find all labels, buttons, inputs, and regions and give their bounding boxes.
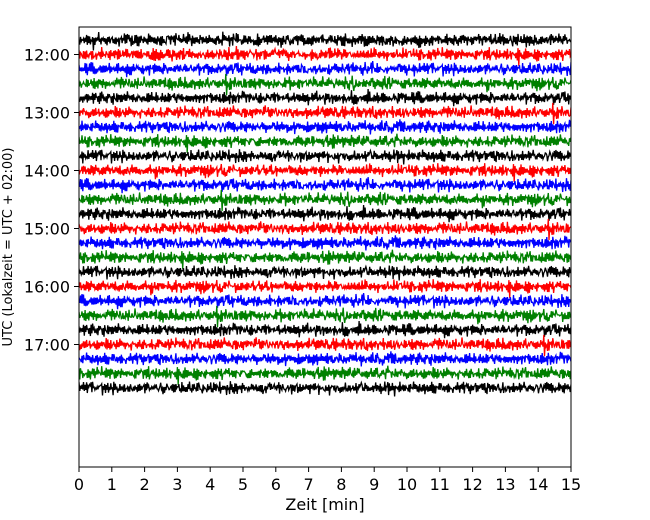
y-axis: 12:00 13:00 14:00 15:00 16:00 17:00 [24, 46, 79, 355]
trace-line [79, 189, 571, 212]
trace-line [79, 46, 571, 66]
seismic-traces [79, 31, 571, 397]
trace-line [79, 264, 571, 281]
trace-line [79, 365, 571, 385]
x-tick-label: 6 [271, 475, 281, 494]
x-tick-label: 10 [397, 475, 417, 494]
trace-line [79, 235, 571, 251]
trace-line [79, 102, 571, 125]
trace-line [79, 249, 571, 269]
x-tick-label: 9 [369, 475, 379, 494]
trace-line [79, 334, 571, 357]
x-axis-label: Zeit [min] [285, 495, 364, 514]
trace-line [79, 218, 571, 241]
x-tick-label: 2 [140, 475, 150, 494]
trace-line [79, 148, 571, 165]
trace-line [79, 279, 571, 298]
y-tick-label: 14:00 [24, 162, 70, 181]
trace-line [79, 61, 571, 78]
y-tick-label: 15:00 [24, 220, 70, 239]
trace-line [79, 305, 571, 328]
trace-line [79, 163, 571, 182]
trace-line [79, 31, 571, 51]
trace-line [79, 73, 571, 96]
plot-frame [78, 26, 572, 468]
plot-background [79, 27, 571, 467]
x-tick-label: 12 [462, 475, 482, 494]
trace-line [79, 204, 571, 223]
trace-line [79, 380, 571, 397]
y-tick-label: 17:00 [24, 336, 70, 355]
trace-line [79, 177, 571, 194]
x-tick-label: 8 [336, 475, 346, 494]
x-tick-label: 7 [304, 475, 314, 494]
y-tick-label: 13:00 [24, 104, 70, 123]
x-tick-label: 3 [172, 475, 182, 494]
trace-line [79, 351, 571, 367]
x-tick-label: 0 [74, 475, 84, 494]
trace-line [79, 293, 571, 310]
y-tick-label: 12:00 [24, 46, 70, 65]
x-tick-label: 1 [107, 475, 117, 494]
x-tick-label: 14 [528, 475, 548, 494]
y-axis-label: UTC (Lokalzeit = UTC + 02:00) [1, 148, 16, 347]
trace-line [79, 320, 571, 339]
x-tick-label: 11 [430, 475, 450, 494]
x-tick-label: 4 [205, 475, 215, 494]
trace-line [79, 88, 571, 107]
trace-line [79, 133, 571, 153]
y-tick-label: 16:00 [24, 278, 70, 297]
x-axis: 0 1 2 3 4 5 6 7 8 9 10 11 12 13 14 15 [74, 467, 581, 494]
trace-line [79, 119, 571, 135]
x-tick-label: 5 [238, 475, 248, 494]
x-tick-label: 15 [561, 475, 581, 494]
x-tick-label: 13 [495, 475, 515, 494]
